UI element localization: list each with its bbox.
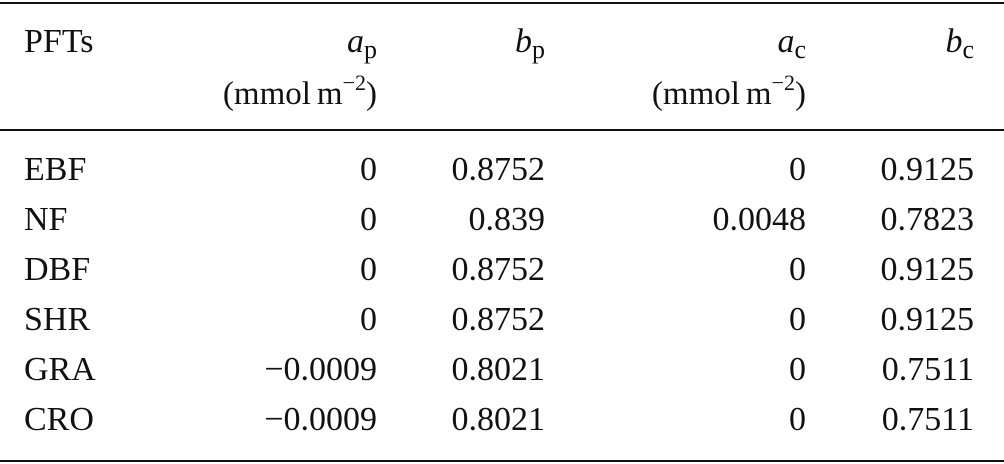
top-rule [0, 2, 1004, 4]
row-3-ap: 0 [360, 251, 377, 288]
header-ap-var: a [347, 23, 364, 60]
header-rule [0, 129, 1004, 131]
row-6-ap: −0.0009 [264, 401, 377, 438]
row-1-ap: 0 [360, 151, 377, 188]
row-2-ac: 0.0048 [712, 201, 807, 238]
header-ac-unit: (mmol m−2) [651, 70, 806, 112]
header-pfts: PFTs [24, 23, 94, 60]
header-bp-sub: p [532, 35, 545, 64]
row-1-ac: 0 [789, 151, 806, 188]
row-5-bc: 0.7511 [881, 351, 974, 388]
header-bc-sub: c [962, 35, 974, 64]
header-bp: bp [515, 22, 545, 64]
row-3-bp: 0.8752 [451, 251, 546, 288]
row-2-bc: 0.7823 [880, 201, 975, 238]
header-ap-sub: p [364, 35, 377, 64]
header-bc: bc [945, 22, 974, 64]
row-4-pft: SHR [24, 301, 91, 338]
row-3-ac: 0 [789, 251, 806, 288]
header-bp-var: b [515, 23, 532, 60]
row-1-pft: EBF [24, 151, 87, 188]
header-ac-sub: c [794, 35, 806, 64]
row-3-bc: 0.9125 [880, 251, 975, 288]
header-ap: ap [347, 22, 377, 64]
row-6-pft: CRO [24, 401, 94, 438]
row-2-bp: 0.839 [468, 201, 546, 238]
row-4-bc: 0.9125 [880, 301, 975, 338]
row-5-pft: GRA [24, 351, 96, 388]
row-4-ap: 0 [360, 301, 377, 338]
row-6-bc: 0.7511 [881, 401, 974, 438]
row-5-ap: −0.0009 [264, 351, 377, 388]
header-ap-unit: (mmol m−2) [222, 70, 377, 112]
row-3-pft: DBF [24, 251, 91, 288]
bottom-rule [0, 460, 1004, 462]
row-4-ac: 0 [789, 301, 806, 338]
row-6-bp: 0.8021 [451, 401, 546, 438]
row-1-bp: 0.8752 [451, 151, 546, 188]
header-bc-var: b [945, 23, 963, 60]
row-2-ap: 0 [360, 201, 377, 238]
row-4-bp: 0.8752 [451, 301, 546, 338]
row-5-bp: 0.8021 [451, 351, 546, 388]
row-6-ac: 0 [789, 401, 806, 438]
header-ac-var: a [777, 23, 795, 60]
row-5-ac: 0 [789, 351, 806, 388]
row-2-pft: NF [24, 201, 68, 238]
header-ac: ac [777, 22, 806, 64]
row-1-bc: 0.9125 [880, 151, 975, 188]
